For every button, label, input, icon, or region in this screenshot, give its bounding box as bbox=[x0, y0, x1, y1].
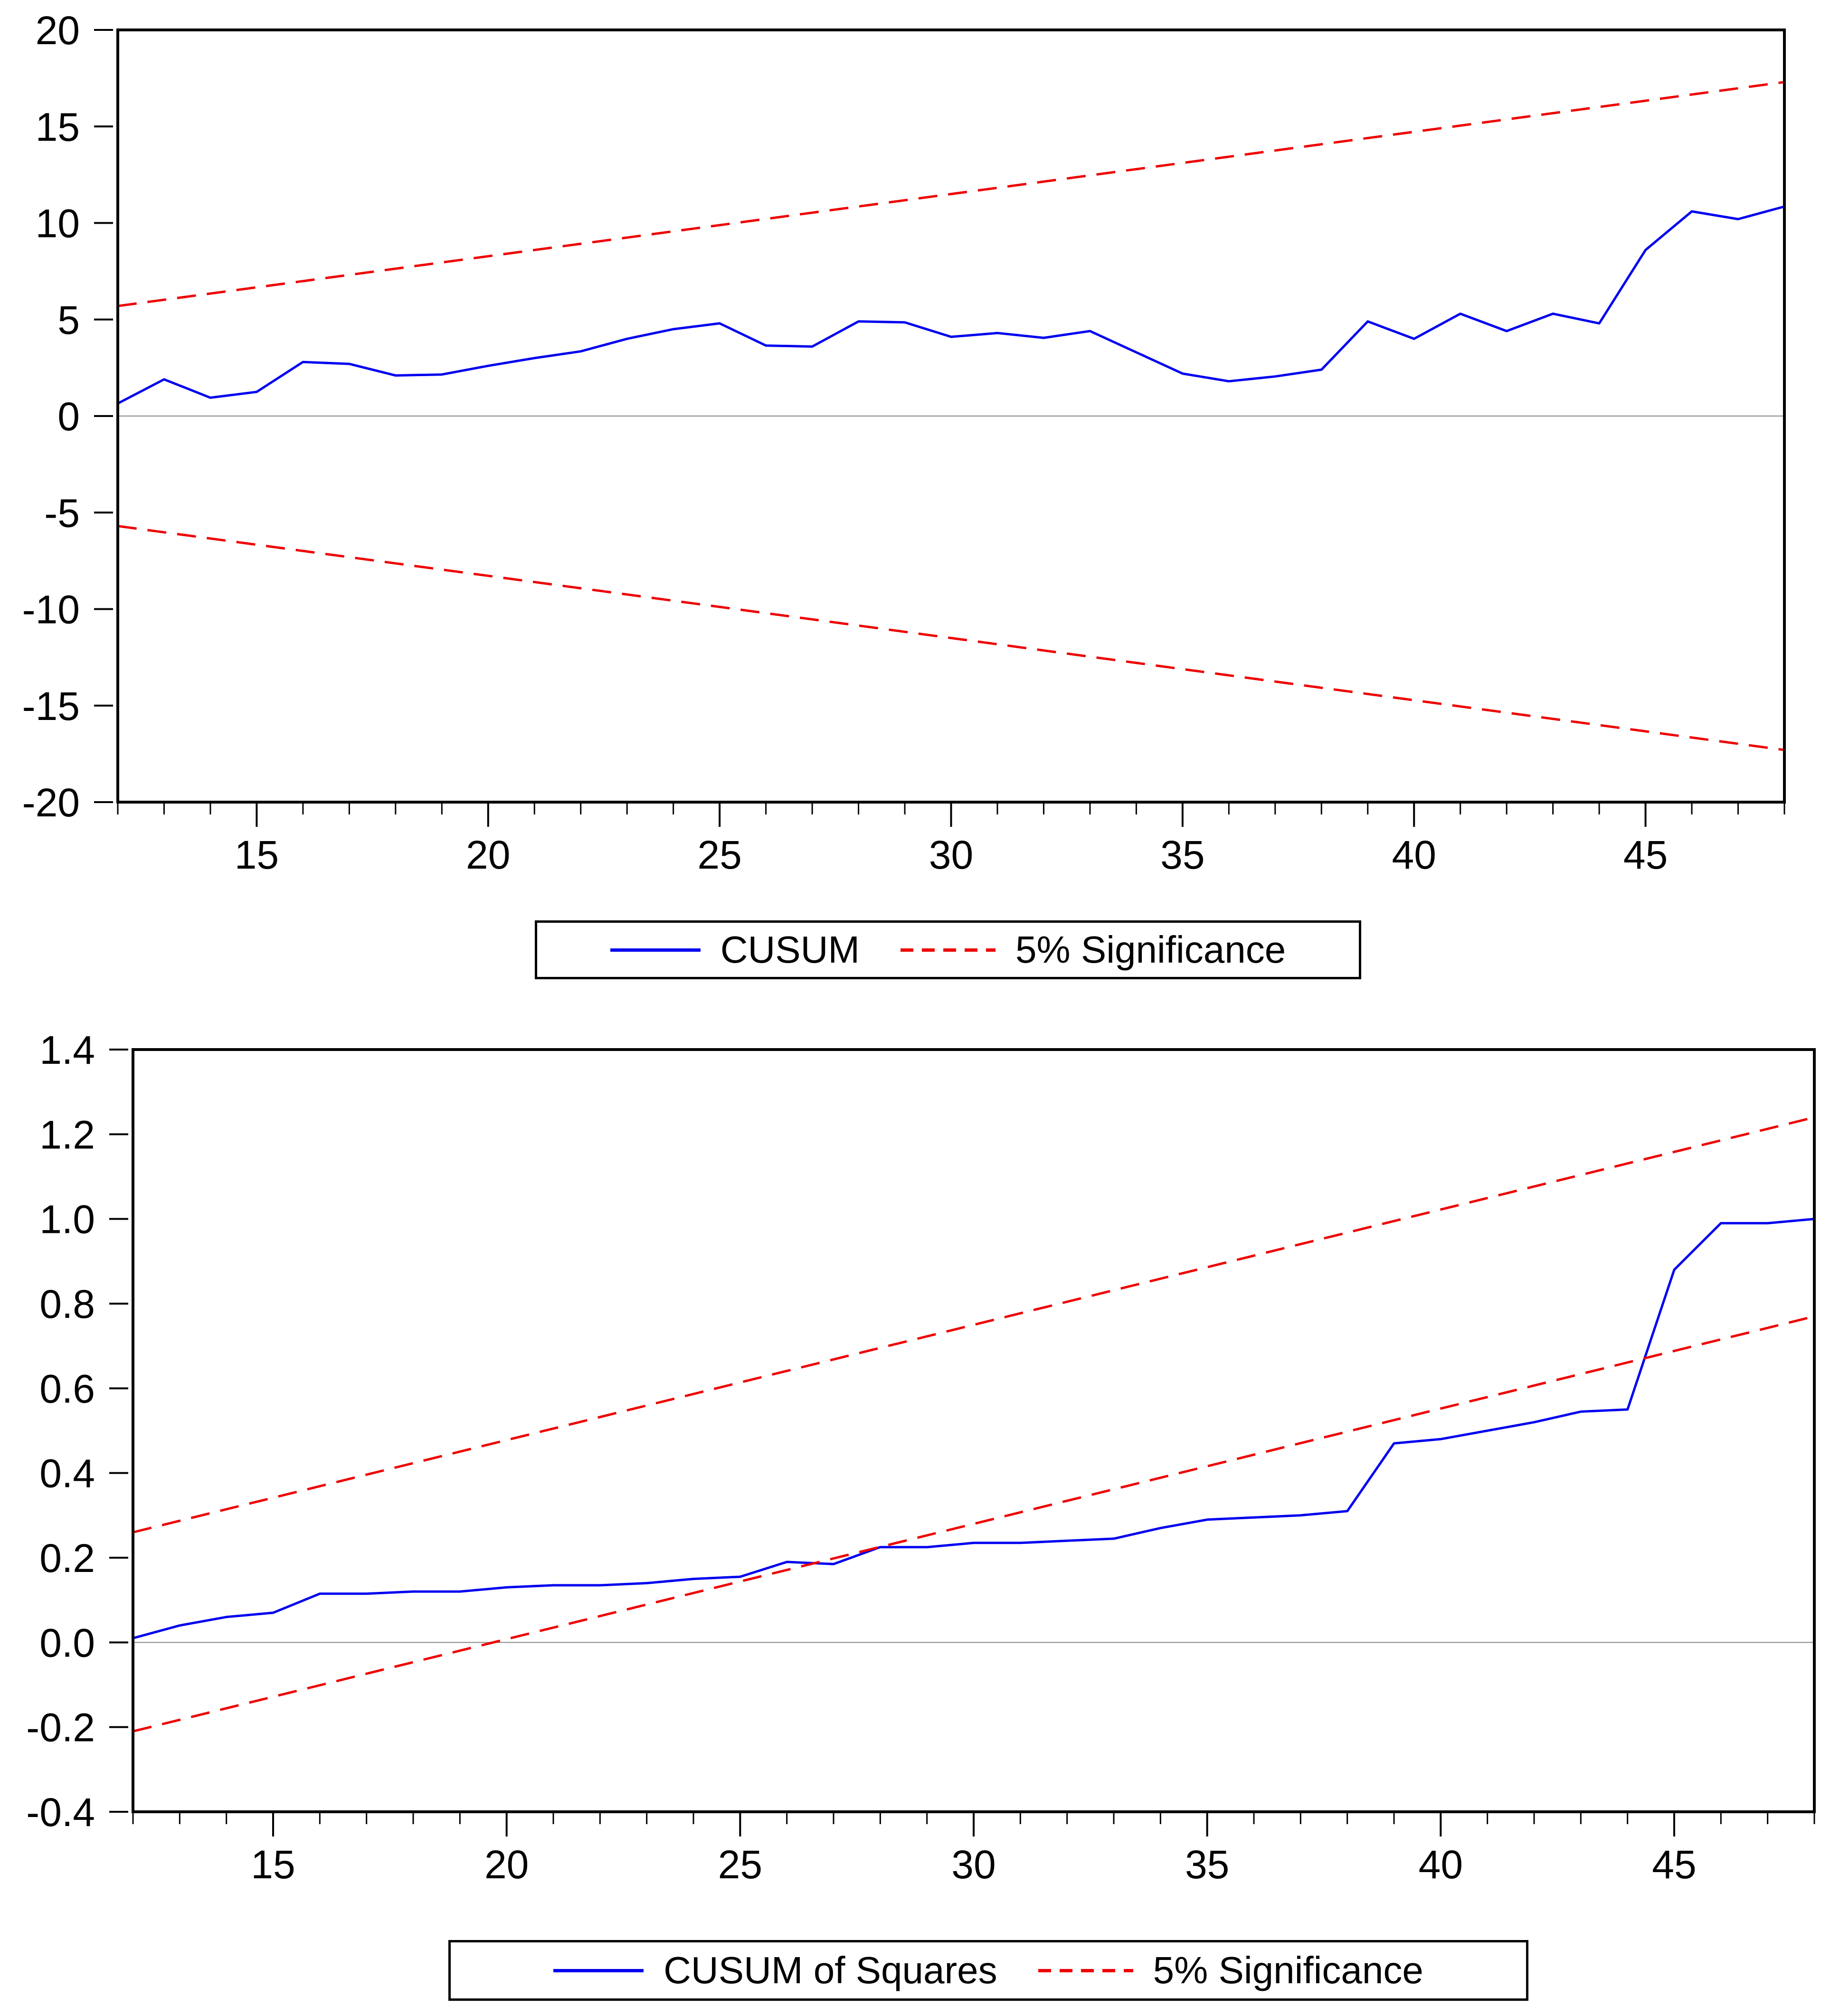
y-tick-label: 1.0 bbox=[39, 1197, 95, 1242]
series-5-significance-upper bbox=[117, 81, 1785, 307]
y-tick-label: 0.8 bbox=[39, 1282, 95, 1326]
x-tick-label: 35 bbox=[1185, 1842, 1229, 1887]
legend-swatch-cusum-line bbox=[610, 948, 701, 952]
y-tick-label: -5 bbox=[44, 491, 80, 535]
x-tick-label: 40 bbox=[1419, 1842, 1463, 1887]
x-tick-label: 15 bbox=[251, 1842, 295, 1887]
series-5-significance-lower bbox=[133, 1315, 1815, 1733]
plot-border bbox=[132, 1048, 1816, 1813]
y-tick-label: 20 bbox=[36, 8, 80, 53]
chart-2: 1.4 1.2 1.0 0.8 0.6 0.4 0.2 0.0 -0.2 -0.4 15 20 25 30… bbox=[26, 1028, 1816, 1887]
chart-1: 20 15 10 5 0 -5 -10 -15 -20 15 20 25 30 35 40 45 bbox=[22, 8, 1786, 877]
series-5-significance-upper bbox=[133, 1116, 1815, 1533]
x-tick-label: 30 bbox=[951, 1842, 996, 1887]
x-tick-label: 20 bbox=[466, 833, 510, 877]
x-tick-label: 20 bbox=[484, 1842, 529, 1887]
y-tick-label: 0.0 bbox=[39, 1620, 95, 1665]
y-tick-label: 10 bbox=[36, 201, 80, 246]
legend-label-significance: 5% Significance bbox=[1015, 928, 1286, 971]
y-tick-label: 15 bbox=[36, 104, 80, 149]
x-tick-label: 35 bbox=[1160, 833, 1204, 877]
x-tick-label: 30 bbox=[929, 833, 973, 877]
y-tick-label: -0.2 bbox=[26, 1705, 95, 1750]
y-tick-label: 1.4 bbox=[39, 1028, 95, 1072]
legend-cusum: CUSUM 5% Significance bbox=[535, 920, 1361, 979]
y-tick-label: 0 bbox=[57, 394, 80, 439]
legend-swatch-cusumsq-line bbox=[553, 1969, 644, 1972]
legend-label-cusumsq: CUSUM of Squares bbox=[664, 1949, 997, 1991]
y-tick-label: -15 bbox=[22, 684, 80, 729]
y-tick-label: 5 bbox=[57, 298, 80, 342]
y-tick-label: 1.2 bbox=[39, 1112, 95, 1157]
y-tick-label: 0.4 bbox=[39, 1451, 95, 1496]
series-cusum bbox=[117, 205, 1785, 405]
x-tick-label: 40 bbox=[1392, 833, 1436, 877]
series-5-significance-lower bbox=[117, 525, 1785, 751]
y-tick-label: -0.4 bbox=[26, 1790, 95, 1835]
legend-label-cusum: CUSUM bbox=[720, 928, 860, 971]
x-tick-label: 45 bbox=[1623, 833, 1668, 877]
legend-cusum-of-squares: CUSUM of Squares 5% Significance bbox=[448, 1940, 1528, 2001]
x-tick-label: 25 bbox=[697, 833, 741, 877]
x-tick-label: 45 bbox=[1652, 1842, 1696, 1887]
y-tick-label: 0.2 bbox=[39, 1536, 95, 1581]
y-tick-label: 0.6 bbox=[39, 1366, 95, 1411]
series-cusum-of-squares bbox=[133, 1218, 1815, 1639]
legend-swatch-significance2-line bbox=[1038, 1969, 1133, 1972]
x-tick-label: 25 bbox=[718, 1842, 762, 1887]
legend-swatch-significance-line bbox=[901, 948, 996, 952]
legend-label-significance2: 5% Significance bbox=[1153, 1949, 1423, 1991]
y-tick-label: -10 bbox=[22, 587, 80, 632]
y-tick-label: -20 bbox=[22, 780, 80, 825]
x-tick-label: 15 bbox=[235, 833, 279, 877]
